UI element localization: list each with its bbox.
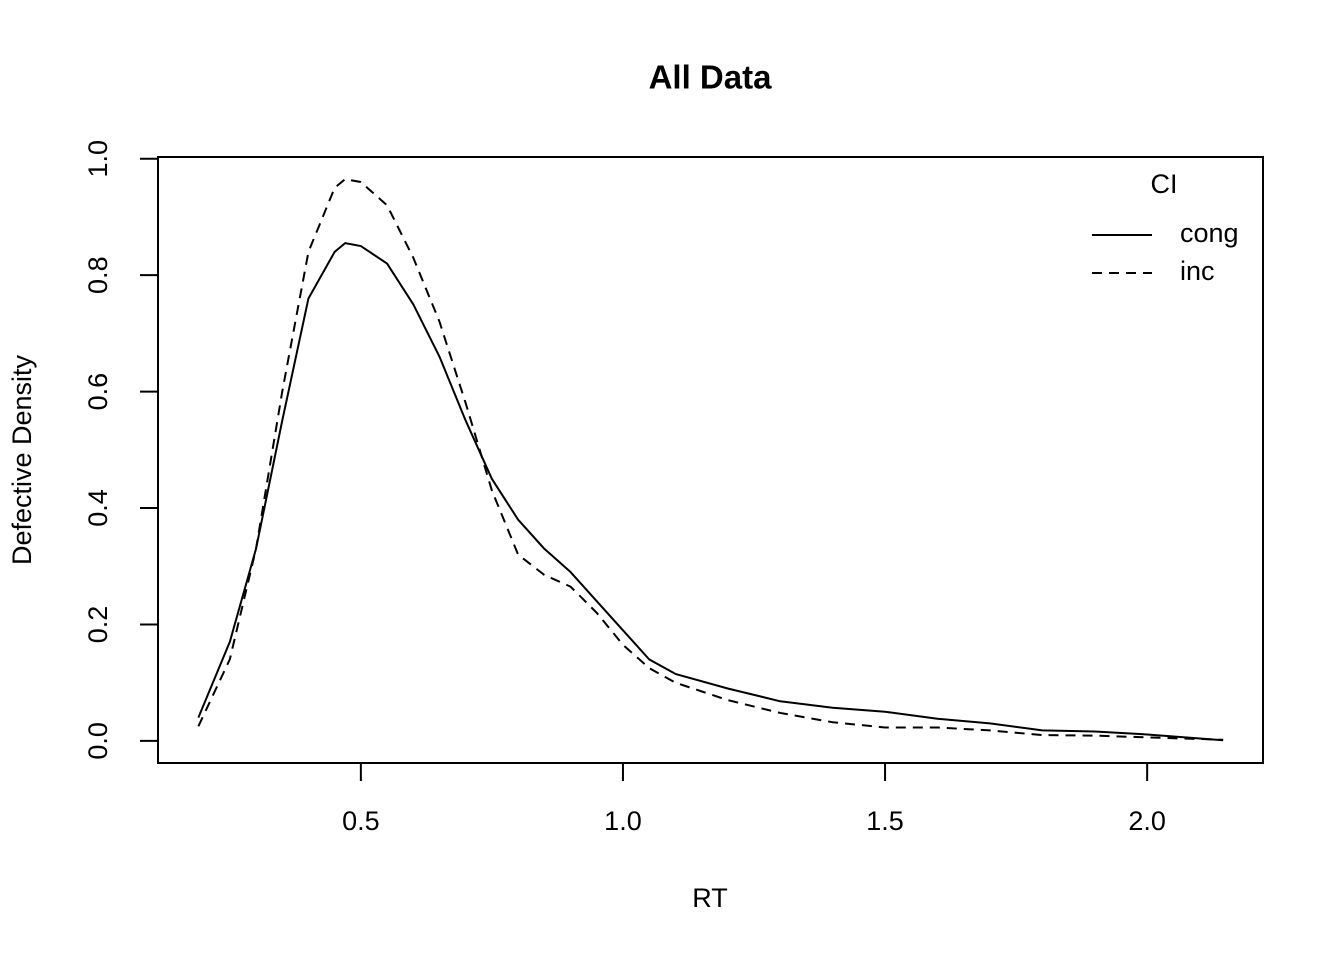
- chart-title: All Data: [649, 59, 773, 96]
- y-tick-label: 0.4: [83, 489, 113, 527]
- plot-box: [157, 156, 1264, 764]
- legend-label: inc: [1180, 256, 1215, 286]
- x-tick-label: 1.0: [604, 806, 642, 836]
- y-tick-label: 0.0: [83, 722, 113, 760]
- series-line: [197, 178, 1224, 741]
- y-tick-label: 0.2: [83, 606, 113, 644]
- legend-label: cong: [1180, 218, 1239, 248]
- legend-title: CI: [1151, 169, 1178, 199]
- y-axis-label: Defective Density: [7, 354, 37, 565]
- y-tick-label: 1.0: [83, 140, 113, 178]
- x-axis-label: RT: [692, 883, 728, 913]
- y-tick-label: 0.8: [83, 256, 113, 294]
- x-tick-label: 2.0: [1128, 806, 1166, 836]
- y-tick-label: 0.6: [83, 373, 113, 411]
- x-tick-label: 0.5: [342, 806, 380, 836]
- series-line: [197, 242, 1224, 742]
- x-tick-label: 1.5: [866, 806, 904, 836]
